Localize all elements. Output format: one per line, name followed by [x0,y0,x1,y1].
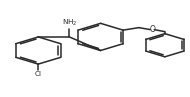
Text: Cl: Cl [35,71,42,77]
Text: O: O [149,25,155,34]
Text: NH$_2$: NH$_2$ [62,18,77,28]
